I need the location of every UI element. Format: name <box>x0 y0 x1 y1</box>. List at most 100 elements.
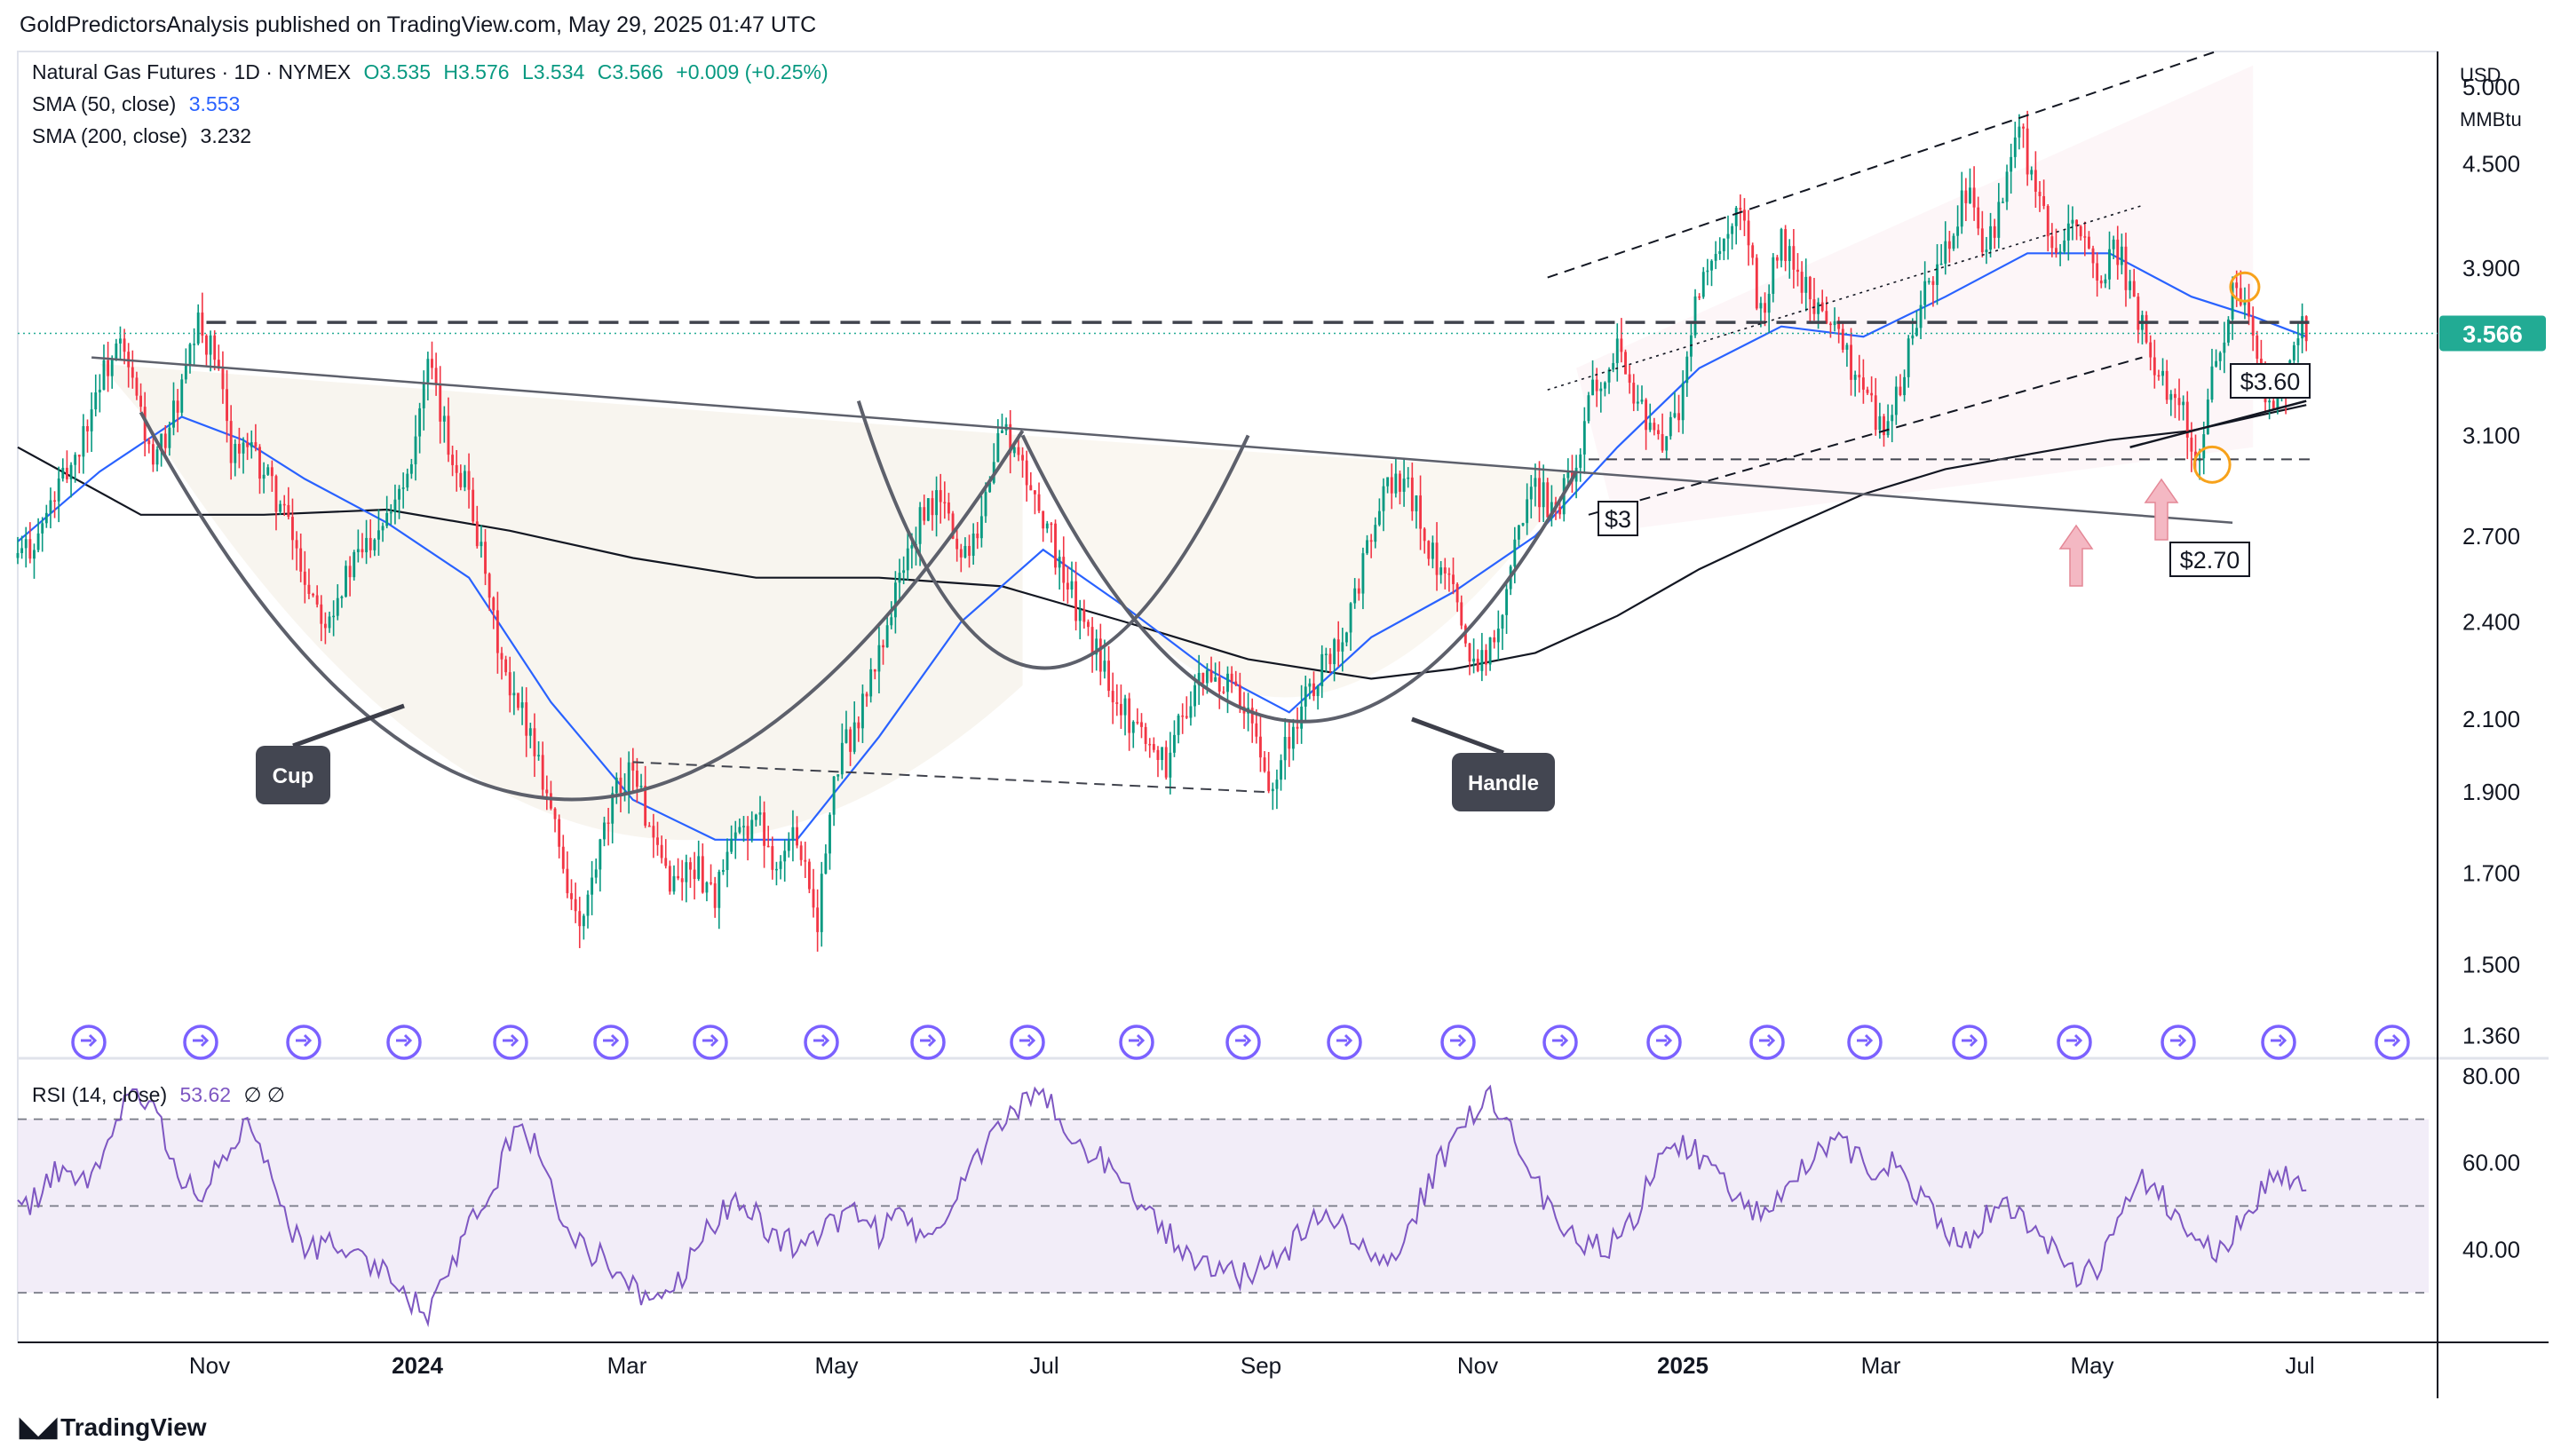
change-value: +0.009 (+0.25%) <box>676 60 829 83</box>
candle <box>234 439 237 477</box>
candle-body <box>455 464 458 473</box>
candle <box>1197 654 1201 705</box>
candle <box>1111 672 1114 724</box>
candle-body <box>36 533 40 550</box>
candle <box>1148 738 1152 758</box>
candle <box>102 344 106 391</box>
candle <box>1870 376 1874 402</box>
candle-body <box>418 408 422 437</box>
candle <box>2104 273 2107 289</box>
candle <box>893 571 897 634</box>
candle <box>1624 349 1627 375</box>
candle <box>1657 423 1660 440</box>
candle <box>1345 631 1348 646</box>
candle <box>1677 394 1680 432</box>
candle-body <box>898 573 901 583</box>
candle-body <box>1673 413 1677 417</box>
candle <box>627 751 630 814</box>
rsi-value: 53.62 <box>179 1083 232 1106</box>
candle-body <box>1681 383 1685 421</box>
candle <box>393 484 397 525</box>
last-price-label: 3.566 <box>2462 320 2523 347</box>
candle <box>1308 678 1312 700</box>
candle-body <box>796 827 798 846</box>
candle-body <box>710 882 712 884</box>
candle-body <box>320 604 323 624</box>
candle-body <box>1685 356 1689 384</box>
event-marker-arrow <box>1962 1033 1978 1048</box>
candle-body <box>110 358 114 376</box>
candle <box>1927 277 1931 285</box>
currency-label[interactable]: USD <box>2460 64 2502 86</box>
candle-body <box>361 549 364 553</box>
candle-body <box>2185 401 2189 438</box>
candle <box>1455 582 1459 613</box>
candle-body <box>1800 272 1804 293</box>
sma50-legend[interactable]: SMA (50, close) 3.553 <box>32 92 240 116</box>
candle-body <box>1993 226 1996 238</box>
time-tick: Sep <box>1241 1352 1281 1379</box>
candle-body <box>295 540 298 549</box>
candle <box>1952 233 1955 251</box>
cup-callout: Cup <box>256 703 405 804</box>
candle-body <box>1722 238 1725 251</box>
candle-body <box>1833 320 1836 326</box>
candle-body <box>1468 643 1471 662</box>
candle <box>348 556 352 597</box>
candle-body <box>541 755 544 790</box>
candle <box>172 382 175 436</box>
candle <box>1320 645 1324 699</box>
candle <box>20 535 24 559</box>
candle-body <box>2087 236 2090 249</box>
rsi-tick: 40.00 <box>2462 1236 2520 1262</box>
candle-body <box>1936 264 1939 285</box>
sma200-legend[interactable]: SMA (200, close) 3.232 <box>32 124 251 148</box>
candle <box>2185 391 2189 460</box>
candle <box>1640 385 1644 405</box>
candle-body <box>1447 573 1451 575</box>
candle-body <box>464 471 466 487</box>
candle-body <box>1919 305 1923 328</box>
candle <box>1173 720 1176 757</box>
candle-body <box>1185 716 1188 718</box>
unit-label[interactable]: MMBtu <box>2460 108 2522 131</box>
candle <box>2296 322 2300 363</box>
candle <box>955 528 959 562</box>
low-value: L3.534 <box>521 60 585 83</box>
candle <box>131 350 134 389</box>
event-marker-icon <box>1440 1025 1476 1060</box>
candle-body <box>1173 734 1176 753</box>
candle <box>1452 558 1455 595</box>
candle-body <box>270 467 274 477</box>
candle <box>1669 411 1672 440</box>
candle-body <box>1657 430 1660 434</box>
candle-body <box>976 533 979 539</box>
event-marker-arrow <box>1759 1033 1776 1048</box>
candle-body <box>2231 282 2234 320</box>
candle-body <box>1169 752 1172 778</box>
candle-body <box>1078 609 1082 621</box>
candle <box>409 458 413 479</box>
candle <box>1439 560 1443 584</box>
candle <box>1685 351 1689 398</box>
candle-body <box>832 776 836 815</box>
label-270-text: $2.70 <box>2180 547 2240 574</box>
main-legend[interactable]: Natural Gas Futures · 1D · NYMEX O3.535 … <box>32 60 829 84</box>
candle-body <box>1267 771 1271 792</box>
symbol-title: Natural Gas Futures · 1D · NYMEX <box>32 60 352 83</box>
candle <box>697 840 701 882</box>
candle-body <box>86 426 89 431</box>
candle <box>1443 558 1447 590</box>
tradingview-logo[interactable]: ◣◢ TradingView <box>20 1412 207 1443</box>
candle <box>356 529 360 563</box>
rsi-legend[interactable]: RSI (14, close) 53.62 ∅ ∅ <box>32 1083 285 1107</box>
candle <box>266 463 270 476</box>
event-marker-icon <box>1542 1025 1578 1060</box>
candle <box>594 858 598 884</box>
candle <box>1316 684 1320 710</box>
candle <box>488 572 491 612</box>
cup-callout-box <box>256 746 330 804</box>
price-tick: 2.700 <box>2462 523 2520 550</box>
candle <box>680 859 684 901</box>
